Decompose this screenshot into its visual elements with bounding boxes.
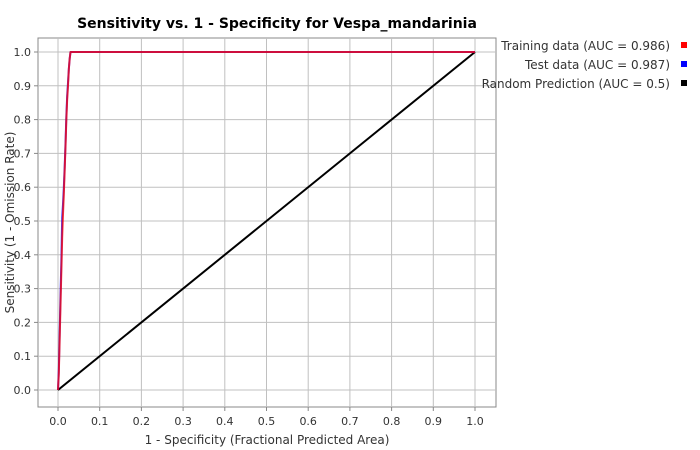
x-tick-label: 0.1 <box>91 415 109 428</box>
legend-label: Test data (AUC = 0.987) <box>524 58 670 72</box>
x-tick-label: 0.2 <box>133 415 151 428</box>
x-tick-label: 1.0 <box>466 415 484 428</box>
x-axis-title: 1 - Specificity (Fractional Predicted Ar… <box>145 433 390 447</box>
y-axis-title: Sensitivity (1 - Omission Rate) <box>3 132 17 314</box>
x-tick-label: 0.7 <box>341 415 359 428</box>
x-tick-label: 0.5 <box>258 415 276 428</box>
x-tick-label: 0.3 <box>174 415 192 428</box>
y-tick-label: 0.0 <box>14 384 32 397</box>
y-tick-label: 0.7 <box>14 147 32 160</box>
y-tick-label: 0.9 <box>14 80 32 93</box>
y-tick-label: 0.1 <box>14 350 32 363</box>
x-tick-label: 0.0 <box>49 415 67 428</box>
chart-title: Sensitivity vs. 1 - Specificity for Vesp… <box>77 16 477 32</box>
y-tick-label: 0.3 <box>14 283 32 296</box>
y-tick-label: 0.6 <box>14 181 32 194</box>
y-tick-label: 0.2 <box>14 316 32 329</box>
legend-label: Random Prediction (AUC = 0.5) <box>482 77 670 91</box>
y-tick-label: 0.4 <box>14 249 32 262</box>
series-line-training <box>57 51 475 391</box>
y-tick-label: 0.8 <box>14 114 32 127</box>
legend-swatch <box>681 42 687 48</box>
x-tick-label: 0.6 <box>299 415 317 428</box>
legend-label: Training data (AUC = 0.986) <box>500 39 670 53</box>
legend-swatch <box>681 61 687 67</box>
y-tick-label: 0.5 <box>14 215 32 228</box>
x-tick-label: 0.9 <box>425 415 443 428</box>
y-tick-label: 1.0 <box>14 46 32 59</box>
x-tick-label: 0.4 <box>216 415 234 428</box>
series-line-random <box>57 51 476 391</box>
legend-swatch <box>681 80 687 86</box>
x-tick-label: 0.8 <box>383 415 401 428</box>
